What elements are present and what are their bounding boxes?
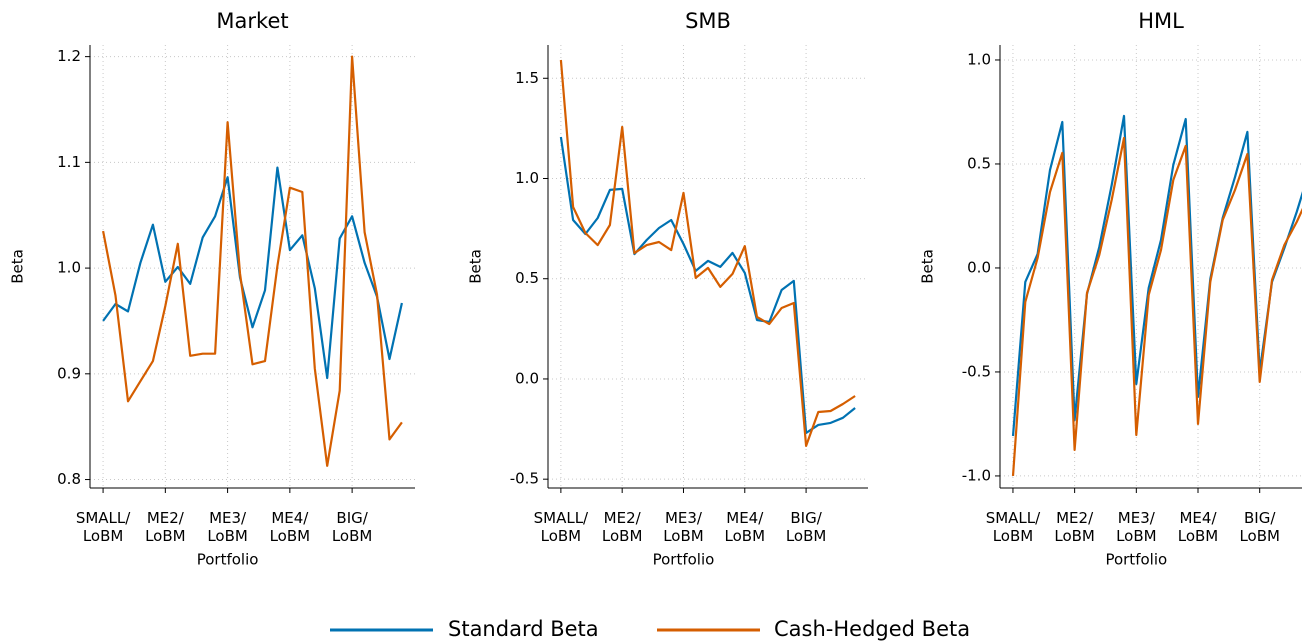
legend-label: Cash-Hedged Beta — [774, 617, 970, 641]
legend-label: Standard Beta — [448, 617, 599, 641]
x-axis-label: Portfolio — [653, 551, 715, 569]
line-series — [102, 166, 403, 380]
y-tick-label: 1.0 — [515, 169, 539, 187]
subplot: -1.0 -0.5 0.0 0.5 1.0 SMALL/LoBM ME2/LoBM ME3/L… — [919, 9, 1302, 569]
y-tick-label: 0.5 — [515, 269, 539, 287]
y-tick-label: 1.0 — [967, 50, 991, 68]
x-tick-label: ME2/LoBM — [602, 509, 643, 545]
y-tick-label: 0.0 — [967, 258, 991, 276]
x-tick-label: SMALL/LoBM — [534, 509, 589, 545]
subplot: 0.8 0.9 1.0 1.1 1.2 SMALL/LoBM ME2/LoBM ME3/LoB… — [9, 9, 415, 569]
x-tick-label: BIG/LoBM — [1239, 509, 1280, 545]
x-tick-label: BIG/LoBM — [332, 509, 373, 545]
x-tick-label: ME4/LoBM — [270, 509, 311, 545]
y-tick-label: -0.5 — [962, 362, 991, 380]
y-axis-label: Beta — [9, 249, 27, 284]
x-axis-label: Portfolio — [197, 551, 259, 569]
y-tick-label: 1.1 — [57, 153, 81, 171]
y-tick-label: 0.9 — [57, 364, 81, 382]
x-tick-label: ME3/LoBM — [207, 509, 248, 545]
chart-title: SMB — [685, 9, 731, 33]
y-tick-label: 1.5 — [515, 69, 539, 87]
x-tick-label: ME2/LoBM — [145, 509, 186, 545]
subplot: -0.5 0.0 0.5 1.0 1.5 SMALL/LoBM ME2/LoBM ME3/Lo… — [467, 9, 868, 569]
y-tick-label: 0.8 — [57, 470, 81, 488]
x-tick-label: ME2/LoBM — [1054, 509, 1095, 545]
line-series — [102, 55, 403, 467]
x-axis-label: Portfolio — [1105, 551, 1167, 569]
y-axis-label: Beta — [919, 249, 937, 284]
y-tick-label: 1.0 — [57, 259, 81, 277]
line-series — [559, 136, 856, 434]
y-tick-label: 0.5 — [967, 154, 991, 172]
x-tick-label: BIG/LoBM — [786, 509, 827, 545]
line-series — [559, 59, 856, 447]
y-tick-label: 1.2 — [57, 47, 81, 65]
x-tick-label: SMALL/LoBM — [986, 509, 1041, 545]
x-tick-label: ME3/LoBM — [1116, 509, 1157, 545]
x-tick-label: ME4/LoBM — [1178, 509, 1219, 545]
chart-title: Market — [216, 9, 288, 33]
y-tick-label: 0.0 — [515, 369, 539, 387]
line-series — [1011, 136, 1302, 476]
x-tick-label: SMALL/LoBM — [76, 509, 131, 545]
x-tick-label: ME4/LoBM — [725, 509, 766, 545]
x-tick-label: ME3/LoBM — [663, 509, 704, 545]
y-tick-label: -0.5 — [510, 470, 539, 488]
y-axis-label: Beta — [467, 249, 485, 284]
chart-title: HML — [1138, 9, 1184, 33]
y-tick-label: -1.0 — [962, 466, 991, 484]
